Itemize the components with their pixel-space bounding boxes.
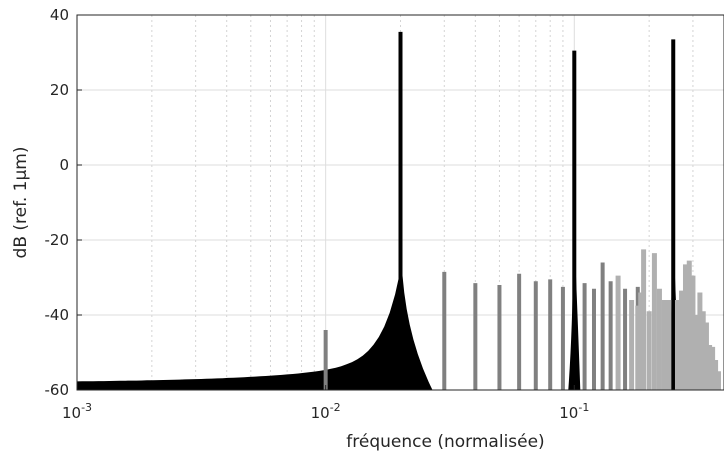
dense-bar — [682, 264, 688, 390]
dense-bar — [674, 300, 680, 390]
dense-bar — [700, 311, 706, 390]
series-dense — [615, 249, 721, 390]
dense-bar — [638, 292, 644, 390]
dense-bar — [710, 346, 716, 390]
harmonics-bar — [442, 271, 447, 390]
x-axis-label: fréquence (normalisée) — [346, 432, 544, 452]
harmonics-bar — [582, 283, 587, 390]
dense-bar — [661, 300, 667, 390]
axis-ticks: 40 20 0 -20 -40 -60 10-3 10-2 10-1 — [45, 6, 590, 422]
dense-bar — [629, 300, 635, 390]
x-tick-label: 10-1 — [559, 401, 589, 422]
x-tick-label: 10-2 — [311, 401, 341, 422]
peak-skirt-left — [77, 270, 401, 390]
dense-bar — [690, 275, 696, 390]
dense-bar — [615, 275, 621, 390]
harmonics-bar — [517, 273, 522, 390]
dense-bar — [646, 311, 652, 390]
harmonics-bar — [323, 330, 328, 390]
dense-bar — [707, 345, 713, 390]
resonance-peak — [671, 39, 676, 390]
plot-area-frame — [76, 14, 724, 391]
dense-bar — [641, 249, 647, 390]
y-tick-label: 40 — [50, 6, 69, 24]
y-tick-label: 0 — [59, 156, 69, 174]
resonance-peak — [398, 31, 403, 390]
harmonics-bar — [560, 286, 565, 390]
harmonics-bar — [548, 279, 553, 390]
harmonics-bar — [497, 285, 502, 390]
y-tick-label: -40 — [45, 306, 70, 324]
y-axis-label: dB (ref. 1μm) — [11, 147, 31, 259]
dense-bar — [679, 290, 685, 390]
dense-bar — [697, 292, 703, 390]
dense-bar — [715, 371, 721, 390]
dense-bar — [635, 305, 641, 390]
x-tick-label: 10-3 — [62, 401, 92, 422]
y-tick-label: -60 — [45, 381, 70, 399]
dense-bar — [651, 253, 657, 390]
harmonics-bar — [623, 288, 628, 390]
series-peaks — [77, 31, 680, 390]
harmonics-bar — [591, 288, 596, 390]
dense-bar — [713, 360, 719, 390]
dense-bar — [686, 260, 692, 390]
plot-series — [77, 31, 721, 390]
dense-bar — [656, 288, 662, 390]
dense-bar — [693, 315, 699, 390]
harmonics-bar — [473, 283, 478, 390]
harmonics-bar — [533, 281, 538, 390]
harmonics-bar — [600, 262, 605, 390]
y-tick-label: 20 — [50, 81, 69, 99]
dense-bar — [703, 322, 709, 390]
dense-bar — [666, 300, 672, 390]
resonance-peak — [572, 50, 577, 390]
harmonics-bar — [608, 281, 613, 390]
peak-skirt — [399, 258, 433, 390]
y-tick-label: -20 — [45, 231, 70, 249]
